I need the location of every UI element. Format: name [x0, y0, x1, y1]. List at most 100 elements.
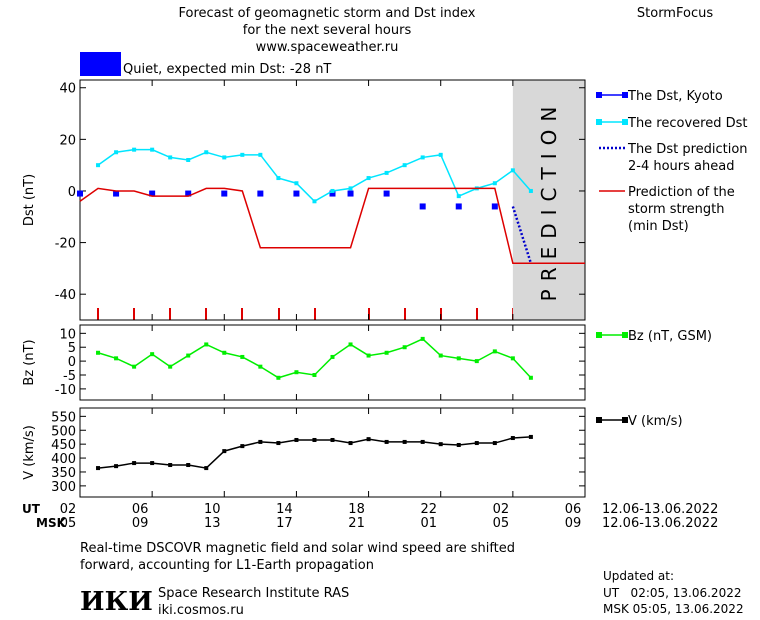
series-point	[150, 461, 155, 466]
series-point	[294, 370, 299, 375]
series-point	[348, 342, 353, 347]
series-point	[456, 356, 461, 361]
series-point	[366, 176, 371, 181]
ut-label: UT	[22, 502, 41, 516]
x-tick-label: 14	[276, 502, 293, 517]
series-point	[455, 203, 462, 210]
y-tick-label: 450	[51, 438, 76, 453]
y-tick-label: 350	[51, 466, 76, 481]
series-point	[114, 150, 119, 155]
series-point	[294, 181, 299, 186]
series-point	[240, 354, 245, 359]
legend-marker	[596, 92, 602, 98]
series-point	[312, 437, 317, 442]
legend-label: The Dst prediction 2-4 hours ahead	[627, 142, 748, 174]
series-point	[456, 442, 461, 447]
series-point	[150, 147, 155, 152]
status-box	[80, 52, 121, 76]
series-point	[492, 181, 497, 186]
series-point	[366, 437, 371, 442]
y-tick-label: 500	[51, 424, 76, 439]
series-point	[186, 463, 191, 468]
prediction-label: PREDICTION	[537, 99, 561, 302]
series-point	[132, 364, 137, 369]
updated-msk: MSK 05:05, 13.06.2022	[603, 602, 744, 616]
series-line	[79, 187, 585, 264]
x-tick-label-msk: 09	[565, 516, 582, 531]
y-axis-label: Dst (nT)	[22, 174, 37, 226]
y-tick-label: 300	[51, 480, 76, 495]
site: iki.cosmos.ru	[158, 603, 244, 618]
series-point	[293, 190, 300, 197]
legend-label: The Dst, Kyoto	[627, 89, 723, 104]
series-point	[330, 188, 335, 193]
y-axis-label: Bz (nT)	[22, 339, 37, 385]
y-tick-label: -10	[55, 383, 76, 398]
series-point	[330, 437, 335, 442]
series-point	[510, 168, 515, 173]
brand: StormFocus	[637, 6, 713, 21]
y-tick-label: -5	[63, 369, 76, 384]
series-point	[491, 203, 498, 210]
y-tick-label: 400	[51, 452, 76, 467]
series-point	[240, 444, 245, 449]
series-point	[402, 345, 407, 350]
series-point	[96, 350, 101, 355]
series-point	[168, 364, 173, 369]
series-point	[113, 190, 120, 197]
series-point	[348, 186, 353, 191]
series-point	[185, 190, 192, 197]
x-tick-label-msk: 13	[204, 516, 221, 531]
series-point	[456, 194, 461, 199]
series-point	[77, 190, 83, 197]
series-point	[329, 190, 336, 197]
series-point	[258, 152, 263, 157]
series-point	[204, 466, 209, 471]
series-point	[383, 190, 390, 197]
series-point	[204, 150, 209, 155]
series-point	[96, 163, 101, 168]
series-point	[420, 439, 425, 444]
series-point	[258, 364, 263, 369]
ut-range: 12.06-13.06.2022	[602, 502, 718, 517]
legend-marker	[596, 417, 602, 423]
series-point	[276, 375, 281, 380]
y-tick-label: -20	[55, 237, 76, 252]
series-point	[474, 441, 479, 446]
series-point	[384, 170, 389, 175]
series-point	[222, 155, 227, 160]
legend-label: V (km/s)	[628, 414, 683, 429]
series-point	[276, 176, 281, 181]
series-point	[149, 190, 156, 197]
x-tick-label: 02	[60, 502, 77, 517]
y-tick-label: 5	[68, 341, 76, 356]
msk-range: 12.06-13.06.2022	[602, 516, 718, 531]
series-point	[257, 190, 264, 197]
logo: ИКИ	[80, 587, 153, 617]
series-point	[204, 342, 209, 347]
legend-marker	[596, 332, 602, 338]
legend-label: Bz (nT, GSM)	[628, 329, 712, 344]
series-point	[186, 158, 191, 162]
plot-frame	[79, 324, 586, 401]
series-point	[294, 437, 299, 442]
x-tick-label: 10	[204, 502, 221, 517]
x-tick-label: 22	[420, 502, 437, 517]
series-point	[150, 352, 155, 357]
title: Forecast of geomagnetic storm and Dst in…	[178, 6, 475, 55]
legend-marker	[622, 332, 628, 338]
series-point	[492, 349, 497, 354]
series-point	[96, 466, 101, 471]
footer-note: Real-time DSCOVR magnetic field and sola…	[80, 541, 515, 573]
plot-frame	[79, 79, 586, 321]
y-tick-label: 0	[68, 355, 76, 370]
x-tick-label: 02	[493, 502, 510, 517]
series-point	[402, 439, 407, 444]
series-point	[528, 375, 533, 380]
x-tick-label-msk: 09	[132, 516, 149, 531]
status-text: Quiet, expected min Dst: -28 nT	[123, 62, 331, 77]
series-point	[330, 354, 335, 359]
legend-marker	[622, 417, 628, 423]
institute: Space Research Institute RAS	[158, 586, 349, 601]
